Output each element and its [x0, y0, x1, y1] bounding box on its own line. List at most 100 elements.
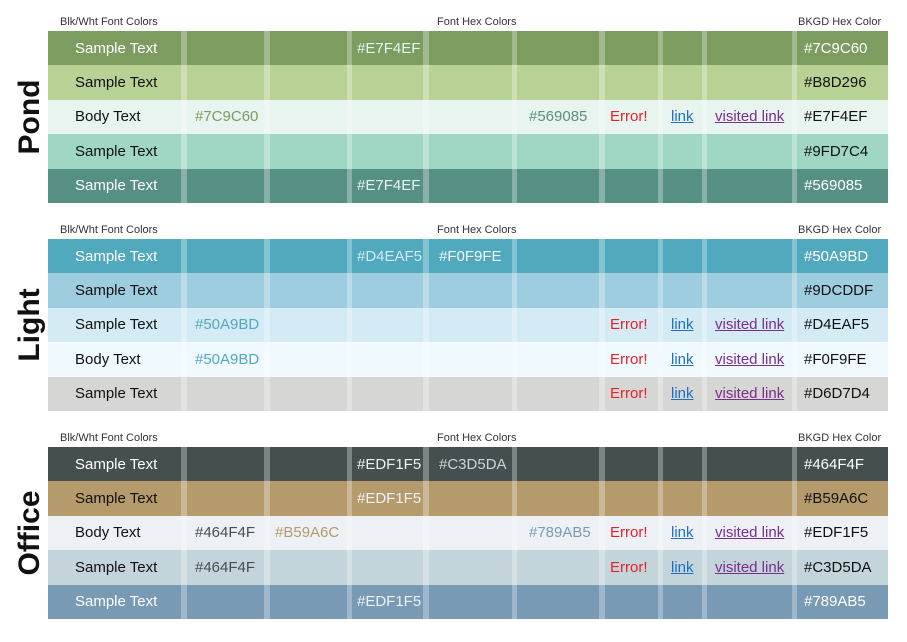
- column-divider: [264, 515, 270, 551]
- sample-visited-link[interactable]: visited link: [715, 558, 785, 576]
- column-divider: [792, 481, 797, 516]
- sample-visited-link[interactable]: visited link: [715, 385, 785, 403]
- cell-hex-2: [270, 377, 347, 411]
- column-divider: [658, 481, 663, 516]
- swatch-rows: Sample Text #D4EAF5 #F0F9FE #50A9BD Sample T…: [48, 239, 888, 411]
- error-text: Error!: [610, 524, 648, 542]
- cell-hex-3: [352, 134, 423, 168]
- sample-link[interactable]: link: [671, 350, 694, 368]
- column-divider: [658, 273, 663, 308]
- hex-label: #569085: [529, 108, 588, 126]
- column-divider: [264, 307, 270, 343]
- column-divider: [702, 481, 707, 516]
- cell-hex-5: #789AB5: [517, 516, 599, 550]
- cell-hex-1: [187, 239, 264, 273]
- column-divider: [423, 342, 429, 377]
- column-divider: [512, 447, 517, 482]
- cell-error: Error!: [605, 516, 658, 550]
- cell-link: link: [663, 342, 702, 376]
- column-divider: [347, 447, 352, 482]
- cell-hex-1: #464F4F: [187, 516, 264, 550]
- cell-label: Sample Text: [48, 239, 181, 273]
- column-divider: [512, 31, 517, 66]
- sample-link[interactable]: link: [671, 558, 694, 576]
- cell-hex-4: [429, 550, 512, 584]
- cell-visited-link: [707, 481, 792, 515]
- cell-visited-link: visited link: [707, 308, 792, 342]
- cell-error: Error!: [605, 377, 658, 411]
- hex-label: #EDF1F5: [357, 490, 422, 508]
- column-divider: [423, 584, 429, 619]
- cell-hex-4: [429, 585, 512, 619]
- swatch-row: Sample Text #EDF1F5 #B59A6C: [48, 481, 888, 516]
- cell-error: Error!: [605, 308, 658, 342]
- hex-label: #789AB5: [804, 593, 866, 611]
- cell-link: [663, 273, 702, 307]
- cell-hex-5: [517, 447, 599, 481]
- column-divider: [264, 168, 270, 203]
- column-divider: [792, 134, 797, 169]
- sample-text: Sample Text: [75, 177, 158, 195]
- sample-visited-link[interactable]: visited link: [715, 316, 785, 334]
- cell-hex-3: #D4EAF5: [352, 239, 423, 273]
- header-font-hex-colors: Font Hex Colors: [437, 224, 517, 236]
- column-divider: [347, 134, 352, 169]
- swatch-rows: Sample Text #E7F4EF #7C9C60 Sample Text #B8D…: [48, 31, 888, 203]
- cell-hex-4: [429, 273, 512, 307]
- column-divider: [658, 447, 663, 482]
- column-divider: [181, 584, 187, 619]
- sample-link[interactable]: link: [671, 108, 694, 126]
- column-divider: [702, 307, 707, 343]
- sample-visited-link[interactable]: visited link: [715, 524, 785, 542]
- column-divider: [658, 584, 663, 619]
- column-divider: [658, 31, 663, 66]
- cell-link: [663, 481, 702, 515]
- column-divider: [702, 273, 707, 308]
- cell-hex-1: [187, 169, 264, 203]
- column-divider: [423, 515, 429, 551]
- hex-label: #D6D7D4: [804, 385, 870, 403]
- cell-label: Sample Text: [48, 447, 181, 481]
- sample-text: Sample Text: [75, 558, 158, 576]
- cell-hex-2: [270, 65, 347, 99]
- column-divider: [702, 447, 707, 482]
- swatch-row: Sample Text #EDF1F5 #C3D5DA #464F4F: [48, 447, 888, 482]
- cell-label: Body Text: [48, 516, 181, 550]
- cell-hex-3: [352, 342, 423, 376]
- hex-label: #789AB5: [529, 524, 591, 542]
- cell-visited-link: [707, 585, 792, 619]
- cell-hex-3: #EDF1F5: [352, 585, 423, 619]
- swatch-rows: Sample Text #EDF1F5 #C3D5DA #464F4F Sample T…: [48, 447, 888, 619]
- cell-error: Error!: [605, 100, 658, 134]
- sample-link[interactable]: link: [671, 524, 694, 542]
- swatch-row: Body Text #464F4F #B59A6C #789AB5 Error! link…: [48, 515, 888, 551]
- cell-hex-4: [429, 100, 512, 134]
- cell-hex-5: [517, 65, 599, 99]
- header-font-hex-colors: Font Hex Colors: [437, 432, 517, 444]
- column-divider: [658, 515, 663, 551]
- cell-hex-1: #7C9C60: [187, 100, 264, 134]
- hex-label: #E7F4EF: [357, 39, 421, 57]
- cell-hex-1: [187, 481, 264, 515]
- column-divider: [599, 168, 605, 203]
- column-divider: [792, 65, 797, 100]
- sample-visited-link[interactable]: visited link: [715, 350, 785, 368]
- column-divider: [347, 550, 352, 585]
- column-divider: [702, 239, 707, 274]
- sample-visited-link[interactable]: visited link: [715, 108, 785, 126]
- column-divider: [792, 239, 797, 274]
- swatch-row: Body Text #7C9C60 #569085 Error! link visited…: [48, 99, 888, 135]
- sample-link[interactable]: link: [671, 316, 694, 334]
- column-divider: [702, 550, 707, 585]
- cell-label: Sample Text: [48, 273, 181, 307]
- sample-link[interactable]: link: [671, 385, 694, 403]
- hex-label: #F0F9FE: [439, 247, 502, 265]
- column-divider: [512, 584, 517, 619]
- cell-hex-2: [270, 134, 347, 168]
- column-divider: [347, 273, 352, 308]
- cell-visited-link: [707, 65, 792, 99]
- column-divider: [658, 99, 663, 135]
- header-bkgd-hex-color: BKGD Hex Color: [798, 16, 882, 28]
- cell-hex-5: [517, 342, 599, 376]
- cell-hex-5: [517, 585, 599, 619]
